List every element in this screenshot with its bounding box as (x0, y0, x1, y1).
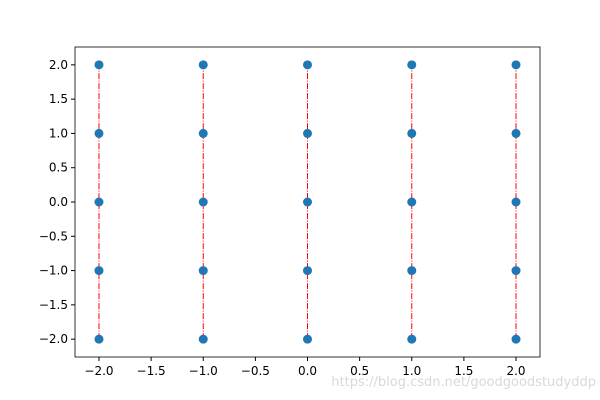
point (198, 334, 208, 344)
y-tick-label: 0.0 (49, 195, 68, 209)
x-tick-label: 2.0 (506, 364, 525, 378)
point (407, 197, 417, 207)
point (407, 334, 417, 344)
point (511, 128, 521, 138)
x-tick-label: −1.5 (137, 364, 166, 378)
point (511, 197, 521, 207)
plot-frame (74, 46, 541, 358)
point (94, 197, 104, 207)
y-tick-label: 2.0 (49, 58, 68, 72)
point (198, 60, 208, 70)
y-tick-label: 1.5 (49, 92, 68, 106)
point (198, 128, 208, 138)
point (303, 266, 312, 276)
point (407, 128, 417, 138)
x-tick-label: −2.0 (84, 364, 113, 378)
x-tick-label: 1.0 (402, 364, 421, 378)
point (198, 197, 208, 207)
point (407, 60, 417, 70)
point (94, 266, 104, 276)
y-tick-label: −1.0 (39, 264, 68, 278)
x-tick-label: −1.0 (189, 364, 218, 378)
y-tick-label: 0.5 (49, 161, 68, 175)
watermark: https://blog.csdn.net/goodgoodstudyddp (331, 375, 596, 390)
x-tick-label: 1.5 (454, 364, 473, 378)
point (407, 266, 417, 276)
y-tick-label: −0.5 (39, 229, 68, 243)
x-tick-label: −0.5 (241, 364, 270, 378)
point (303, 128, 312, 138)
point (198, 266, 208, 276)
x-tick-label: 0.0 (298, 364, 317, 378)
point (511, 60, 521, 70)
point (511, 334, 521, 344)
point (303, 60, 312, 70)
point (303, 197, 312, 207)
point (94, 60, 104, 70)
point (303, 334, 312, 344)
y-tick-label: 1.0 (49, 126, 68, 140)
y-tick-label: −1.5 (39, 298, 68, 312)
point (94, 334, 104, 344)
point (94, 128, 104, 138)
y-tick-label: −2.0 (39, 332, 68, 346)
x-tick-label: 0.5 (350, 364, 369, 378)
point (511, 266, 521, 276)
